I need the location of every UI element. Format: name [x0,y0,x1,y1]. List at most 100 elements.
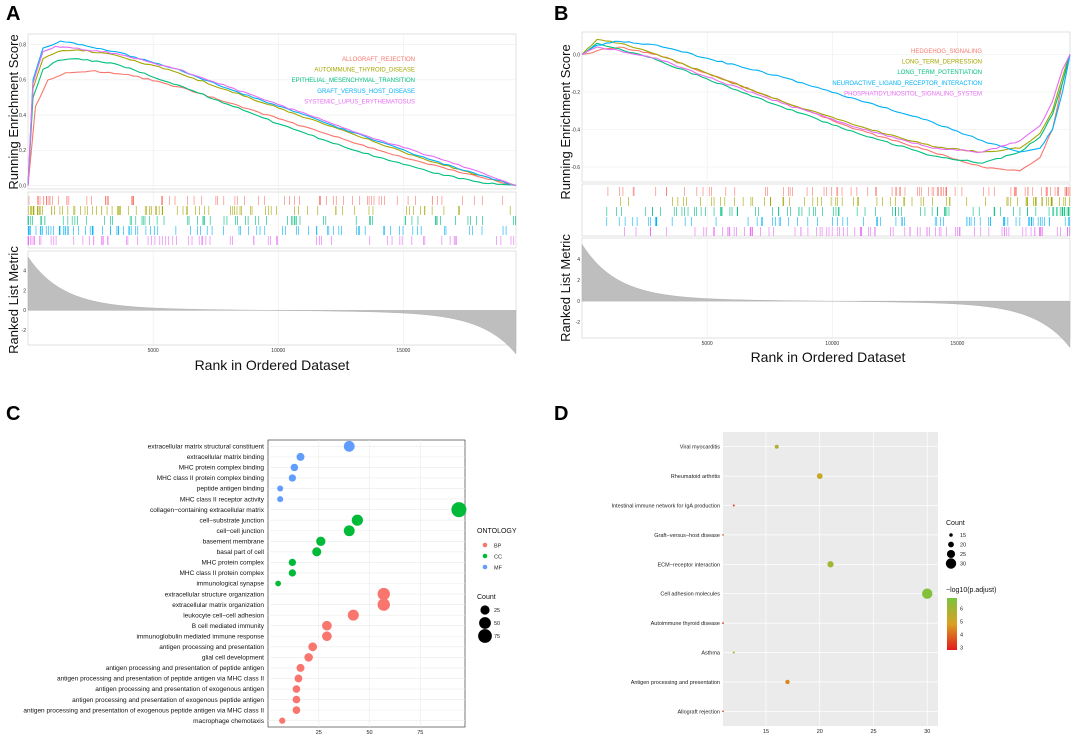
x-tick-label: 25 [316,730,322,736]
category-label: extracellular matrix organization [172,602,264,609]
panel-b-y-ticks: 0.0 -0.2 -0.4 -0.6 [571,52,580,171]
series-line [27,70,517,187]
x-tick-label: 10000 [271,348,285,354]
series-line [581,40,1071,153]
legend-color-title: −log10(p.adjust) [946,587,996,594]
legend-count-label: 30 [960,562,966,568]
panel-b-metric-ticks: 4 2 0 -2 [576,257,581,326]
panel-c-category-labels: extracellular matrix structural constitu… [23,444,264,725]
panel-c-dots [275,440,467,724]
ranked-metric-area [581,243,1071,349]
x-tick-label: 5000 [702,341,713,347]
panel-b-xlabel: Rank in Ordered Dataset [751,349,906,365]
panel-a-ylabel: Running Enrichment Score [6,34,21,189]
panel-b-metric-frame [581,237,1071,339]
dot [304,653,313,662]
panel-b-hits-frame [581,183,1071,237]
dot [277,496,284,503]
legend-entry: HEDGEHOG_SIGNALING [911,49,982,55]
panel-c-go-dotplot: extracellular matrix structural constitu… [23,439,517,736]
dot [308,642,318,652]
legend-color-label: 6 [960,606,963,612]
dot [722,534,724,536]
category-label: MHC class II protein complex binding [157,475,265,482]
dot [732,504,735,507]
panel-d-dots [722,444,933,713]
category-label: extracellular matrix binding [187,454,265,461]
panel-a-hit-marks [27,196,516,245]
category-label: Autoimmune thyroid disease [651,621,720,627]
category-label: collagen−containing extracellular matrix [150,507,265,514]
dot [288,569,297,577]
series-line [581,42,1071,164]
x-tick-label: 15000 [396,348,410,354]
series-line [27,58,517,187]
category-label: immunological synapse [196,581,264,588]
panel-d-legend: Count 15 20 25 30 −log10(p.adjust) 6 5 4 3 [945,520,996,651]
category-label: B cell mediated immunity [192,623,265,630]
panel-a-gsea: 0.0 0.2 0.4 0.6 0.8 4 2 0 -2 5000 10000 15000 ALL… [6,33,517,373]
y-tick-label: 0.6 [19,78,26,84]
category-label: Antigen processing and presentation [631,680,720,686]
category-label: extracellular structure organization [165,591,265,598]
dot [288,474,297,482]
legend-count-swatch [945,558,957,569]
dot [316,536,326,546]
panel-a-es-frame [27,33,517,190]
dot [275,580,282,587]
x-tick-label: 75 [417,730,423,736]
legend-count-label: 20 [960,543,966,549]
dot [322,631,332,642]
legend-entry: GRAFT_VERSUS_HOST_DISEASE [317,89,415,95]
dot [343,525,355,537]
panel-d-x-ticks: 15 20 25 30 [763,729,930,735]
category-label: MHC protein complex [202,560,265,567]
panel-b-series [581,38,1071,172]
legend-entry: EPITHELIAL_MESENCHYMAL_TRANSITION [292,78,415,84]
category-label: cell−cell junction [216,528,264,535]
panel-b-grid [582,32,1070,338]
dot [343,440,355,452]
legend-count-title: Count [946,520,965,527]
legend-entry: PHOSPHATIDYLINOSITOL_SIGNALING_SYSTEM [844,91,982,97]
panel-d-grid [723,432,938,726]
panel-b-x-ticks: 5000 10000 15000 [702,341,965,347]
category-label: peptide antigen binding [197,486,265,493]
panel-a-grid [28,34,516,345]
legend-count-swatch [478,629,492,643]
legend-entry: ALLOGRAFT_REJECTION [342,57,415,63]
legend-count-swatch [479,617,491,629]
category-label: Rheumatoid arthritis [671,474,720,480]
category-label: antigen processing and presentation of e… [72,697,264,704]
y-tick-label: 0.2 [19,148,26,154]
y-tick-label: 0.0 [19,183,26,189]
panel-label-d: D [554,403,568,425]
dot [292,695,301,704]
category-label: antigen processing and presentation of p… [106,665,265,672]
panel-b-gsea: 0.0 -0.2 -0.4 -0.6 4 2 0 -2 5000 10000 15000 HED… [558,31,1071,365]
x-tick-label: 50 [366,730,372,736]
legend-count-swatch [946,549,956,559]
dot [785,679,790,685]
panel-label-a: A [6,3,20,25]
dot [296,663,305,672]
panel-a-series [27,40,517,187]
category-label: ECM−receptor interaction [657,562,720,568]
series-line [27,49,517,187]
category-label: MHC class II receptor activity [180,496,265,503]
dot [292,706,301,714]
panel-d-plot-area [723,432,938,726]
dot [322,620,332,631]
dot [722,710,724,713]
ranked-metric-area [27,256,517,355]
panel-a-legend: ALLOGRAFT_REJECTION AUTOIMMUNE_THYROID_DI… [292,57,415,105]
panel-b-hit-marks [606,187,1071,236]
legend-count-label: 50 [494,621,500,627]
legend-ontology-title: ONTOLOGY [477,528,517,535]
panel-b-ylabel-bottom: Ranked List Metric [558,234,573,342]
dot [312,547,322,557]
legend-entry: AUTOIMMUNE_THYROID_DISEASE [314,68,415,74]
panel-a-ranked-metric [27,256,517,355]
panel-a-y-ticks: 0.0 0.2 0.4 0.6 0.8 [19,42,26,189]
panel-d-category-labels: Viral myocarditis Rheumatoid arthritis Int… [611,445,720,716]
